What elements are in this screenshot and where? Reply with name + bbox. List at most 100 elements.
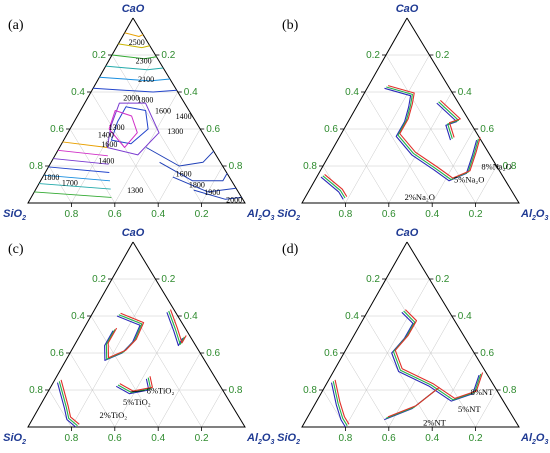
isotherm-label: 2100	[138, 75, 154, 84]
tick-label-sio2: 0.2	[195, 209, 209, 220]
panel-label: (c)	[8, 242, 24, 257]
series-2-line	[168, 310, 185, 345]
series-1-line	[320, 176, 344, 200]
tick-label-sio2: 0.6	[108, 433, 122, 444]
tick-label-al2o3: 0.2	[435, 274, 449, 285]
tick-label-cao: 0.4	[71, 87, 85, 98]
isotherm-label: 1800	[43, 173, 59, 182]
tick-label-cao: 0.6	[324, 124, 338, 135]
vertex-label-al2o3: Al2O3	[520, 432, 548, 446]
vertex-label-sio2: SiO2	[3, 208, 26, 222]
isotherm-label: 1600	[101, 140, 117, 149]
series-2-line	[322, 175, 346, 199]
isotherm-loop	[108, 110, 138, 148]
vertex-al-sub: 2	[257, 439, 262, 446]
series-3-line	[440, 99, 461, 138]
grid-line	[157, 352, 201, 428]
grid-line	[388, 315, 453, 428]
tick-label-sio2: 0.4	[151, 209, 165, 220]
triangle-frame	[301, 241, 520, 428]
vertex-sio2-sub: 2	[21, 439, 26, 446]
series-1-line	[384, 87, 478, 182]
tick-label-al2o3: 0.6	[206, 348, 220, 359]
grid-line	[90, 315, 159, 428]
series-label: 5%TiO₂	[123, 397, 151, 407]
tick-label-al2o3: 0.8	[229, 161, 243, 172]
series-label: 8%NT	[471, 387, 494, 397]
triangle-frame	[301, 17, 520, 204]
vertex-label-cao: CaO	[396, 227, 419, 239]
tick-label-cao: 0.6	[50, 124, 64, 135]
isotherm-label: 2000	[123, 94, 139, 103]
isotherm-line	[146, 147, 214, 167]
vertex-o-main: O	[536, 208, 545, 220]
triangle-frame	[27, 17, 246, 204]
series-label: 2%NT	[423, 417, 446, 427]
isotherm-label: 1900	[204, 188, 220, 197]
tick-label-sio2: 0.8	[64, 433, 78, 444]
tick-label-cao: 0.8	[303, 385, 317, 396]
series-1-line	[330, 382, 346, 428]
tick-label-sio2: 0.4	[425, 433, 439, 444]
grid-line	[388, 91, 453, 204]
tick-label-sio2: 0.8	[64, 209, 78, 220]
tick-label-sio2: 0.6	[382, 433, 396, 444]
tick-label-sio2: 0.4	[425, 209, 439, 220]
tick-label-al2o3: 0.2	[435, 50, 449, 61]
isotherm-label: 1300	[109, 123, 125, 132]
vertex-label-al2o3: Al2O3	[246, 208, 274, 222]
isotherm-label: 2500	[129, 38, 145, 47]
series-2-line	[438, 101, 460, 139]
tick-label-cao: 0.2	[366, 50, 380, 61]
vertex-label-cao: CaO	[122, 227, 145, 239]
series-1-line	[56, 382, 77, 428]
isotherm-line	[172, 176, 237, 193]
isotherm-label: 1600	[176, 169, 192, 178]
vertex-label-sio2: SiO2	[3, 432, 26, 446]
vertex-sio2-sub: 2	[295, 215, 300, 222]
isotherm-line	[38, 183, 111, 190]
triangle-frame	[27, 241, 246, 428]
isotherm-line	[118, 43, 150, 49]
vertex-al-main: Al	[520, 432, 533, 444]
tick-label-cao: 0.6	[50, 348, 64, 359]
vertex-al-sub: 2	[531, 215, 536, 222]
tick-label-sio2: 0.2	[469, 433, 483, 444]
isotherm-label: 1800	[137, 95, 153, 104]
vertex-label-al2o3: Al2O3	[520, 208, 548, 222]
grid-line	[475, 389, 497, 428]
series-3-line	[107, 312, 145, 359]
isotherm-line	[193, 189, 242, 200]
series-label: 5%Na₂O	[454, 175, 484, 185]
panel-label: (d)	[282, 242, 299, 257]
isotherm-line	[124, 32, 144, 37]
grid-line	[201, 389, 223, 428]
tick-label-al2o3: 0.8	[229, 385, 243, 396]
vertex-al-main: Al	[246, 432, 259, 444]
series-3-line	[324, 173, 348, 197]
series-label: 8%TiO₂	[147, 386, 175, 396]
tick-label-sio2: 0.2	[195, 433, 209, 444]
vertex-o-sub: 3	[270, 215, 274, 222]
tick-label-sio2: 0.6	[108, 209, 122, 220]
tick-label-cao: 0.2	[92, 50, 106, 61]
series-label: 2%TiO₂	[100, 410, 128, 420]
tick-label-cao: 0.4	[71, 311, 85, 322]
series-2-line	[117, 377, 152, 393]
vertex-o-main: O	[262, 208, 271, 220]
tick-label-al2o3: 0.8	[503, 161, 517, 172]
grid-line	[364, 91, 433, 204]
isotherm-line	[48, 166, 110, 173]
grid-line	[343, 128, 390, 204]
grid-line	[69, 128, 116, 204]
isotherm-line	[111, 54, 157, 60]
isotherm-line	[57, 149, 108, 157]
vertex-sio2-sub: 2	[21, 215, 26, 222]
grid-line	[48, 389, 72, 428]
vertex-sio2-sub: 2	[295, 439, 300, 446]
isotherm-line	[43, 174, 111, 182]
tick-label-al2o3: 0.6	[480, 348, 494, 359]
vertex-o-main: O	[536, 432, 545, 444]
grid-line	[48, 165, 72, 204]
